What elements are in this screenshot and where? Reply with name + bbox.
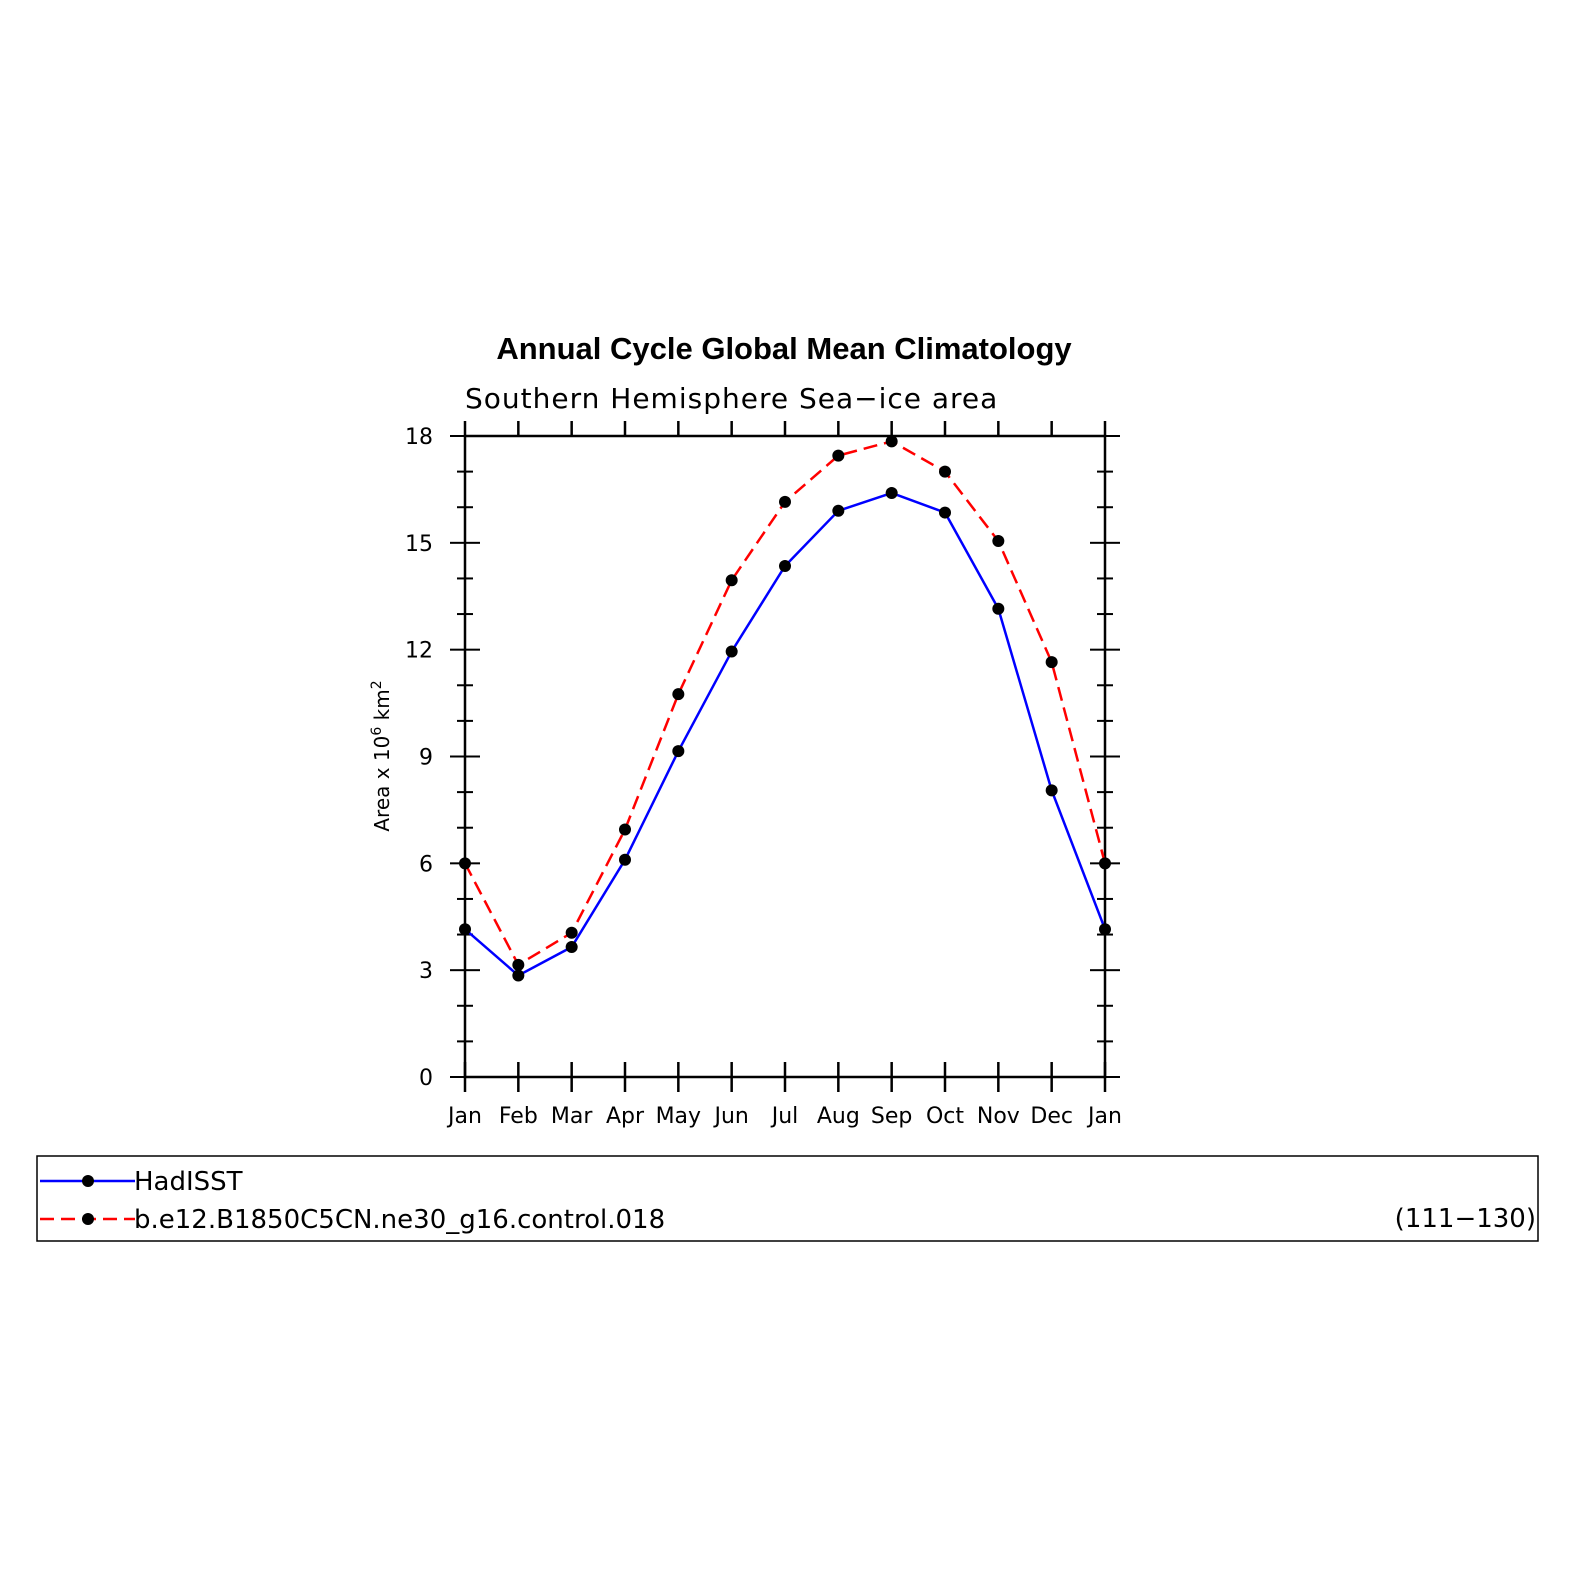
- x-tick-label: Sep: [871, 1104, 912, 1129]
- series-1-point: [725, 574, 738, 587]
- y-axis-label-exp1: 6: [369, 727, 385, 736]
- y-tick-labels: 0 3 6 9 12 15 18: [405, 425, 433, 1091]
- series-line-1: [463, 440, 1107, 967]
- y-axis-label-exp2: 2: [369, 680, 385, 689]
- y-tick-label: 15: [405, 532, 433, 557]
- y-axis-label-mid: km: [370, 689, 394, 726]
- y-tick-label: 12: [405, 639, 433, 664]
- x-tick-label: Aug: [817, 1104, 860, 1129]
- y-tick-label: 3: [419, 959, 433, 984]
- x-tick-label: Feb: [499, 1104, 538, 1129]
- series-0-point: [939, 506, 951, 519]
- series-0-point: [459, 923, 471, 936]
- y-tick-label: 6: [419, 852, 433, 877]
- legend-label-0: HadISST: [134, 1167, 243, 1197]
- x-tick-label: Jul: [770, 1104, 799, 1129]
- series-0-point: [832, 504, 845, 517]
- series-1-point: [619, 823, 631, 836]
- series-1-point: [459, 857, 471, 870]
- legend-items: HadISST b.e12.B1850C5CN.ne30_g16.control.…: [40, 1167, 665, 1235]
- series-0-point: [1045, 784, 1058, 797]
- legend-marker-1: [82, 1213, 94, 1225]
- y-tick-label: 9: [419, 746, 433, 771]
- x-tick-label: Dec: [1030, 1104, 1073, 1129]
- x-tick-label: May: [656, 1104, 701, 1129]
- x-tick-label: Nov: [977, 1104, 1020, 1129]
- series-0-point: [565, 941, 578, 954]
- legend-marker-0: [82, 1175, 94, 1187]
- axis-ticks: [450, 421, 1120, 1092]
- series-0-point: [619, 853, 631, 866]
- x-tick-labels: Jan Feb Mar Apr May Jun Jul Aug Sep Oct Nov Dec Jan: [446, 1104, 1122, 1129]
- series-1-point: [672, 688, 685, 701]
- series-0-point: [992, 602, 1005, 615]
- chart-subtitle: Southern Hemisphere Sea−ice area: [465, 382, 998, 415]
- chart-title: Annual Cycle Global Mean Climatology: [496, 331, 1072, 366]
- series-1-point: [1099, 857, 1111, 870]
- x-tick-label: Oct: [926, 1104, 964, 1129]
- x-tick-label: Mar: [551, 1104, 593, 1129]
- y-tick-label: 0: [419, 1066, 433, 1091]
- series-0-point: [672, 745, 685, 758]
- series-1-point: [512, 958, 525, 971]
- series-0-point: [779, 559, 791, 572]
- series-1-point: [885, 435, 898, 448]
- series-0-point: [1099, 923, 1111, 936]
- y-axis-label: Area x 106 km2: [369, 680, 394, 831]
- series-1-point: [565, 926, 578, 939]
- legend-label-1: b.e12.B1850C5CN.ne30_g16.control.018: [134, 1205, 665, 1235]
- series-0-point: [725, 645, 738, 658]
- series-1-point: [992, 535, 1005, 548]
- x-tick-label: Jan: [1086, 1104, 1122, 1129]
- series-0-point: [512, 969, 525, 982]
- series-1-point: [1045, 656, 1058, 669]
- x-tick-label: Apr: [606, 1104, 645, 1129]
- series-1-point: [939, 465, 951, 478]
- legend-box: [36, 1155, 1539, 1242]
- y-axis-label-prefix: Area x 10: [370, 736, 394, 832]
- plot-frame: [463, 434, 1107, 1079]
- series-1-point: [779, 495, 791, 508]
- legend-note: (111−130): [1395, 1204, 1536, 1234]
- series-layer: [459, 435, 1111, 982]
- x-tick-label: Jun: [712, 1104, 748, 1129]
- y-tick-label: 18: [405, 425, 433, 450]
- series-0-point: [885, 486, 898, 499]
- x-tick-label: Jan: [446, 1104, 482, 1129]
- series-1-point: [832, 449, 845, 462]
